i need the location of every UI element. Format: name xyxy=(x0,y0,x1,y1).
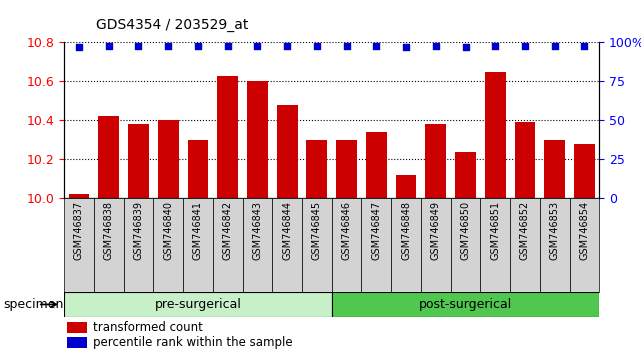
Point xyxy=(431,43,441,48)
Point xyxy=(549,43,560,48)
Bar xyxy=(98,116,119,198)
Bar xyxy=(574,144,595,198)
Point xyxy=(342,43,352,48)
Text: GSM746841: GSM746841 xyxy=(193,201,203,260)
Point xyxy=(133,43,144,48)
Text: GDS4354 / 203529_at: GDS4354 / 203529_at xyxy=(96,18,249,32)
Point xyxy=(579,43,590,48)
Bar xyxy=(153,198,183,292)
Bar xyxy=(302,198,332,292)
Bar xyxy=(64,198,94,292)
Bar xyxy=(64,292,332,317)
Bar xyxy=(362,198,391,292)
Point xyxy=(460,44,470,50)
Text: percentile rank within the sample: percentile rank within the sample xyxy=(93,336,293,349)
Bar xyxy=(421,198,451,292)
Bar xyxy=(217,75,238,198)
Point xyxy=(253,43,263,48)
Bar xyxy=(485,72,506,198)
Bar xyxy=(242,198,272,292)
Text: pre-surgerical: pre-surgerical xyxy=(154,298,242,311)
Text: transformed count: transformed count xyxy=(93,321,203,334)
Bar xyxy=(128,124,149,198)
Text: GSM746845: GSM746845 xyxy=(312,201,322,260)
Point xyxy=(312,43,322,48)
Bar xyxy=(183,198,213,292)
Text: GSM746844: GSM746844 xyxy=(282,201,292,260)
Bar xyxy=(332,198,362,292)
Text: GSM746848: GSM746848 xyxy=(401,201,411,260)
Point xyxy=(490,43,501,48)
Bar xyxy=(451,198,480,292)
Bar xyxy=(391,198,421,292)
Point xyxy=(520,43,530,48)
Bar xyxy=(158,120,179,198)
Bar xyxy=(67,337,87,348)
Bar xyxy=(94,198,124,292)
Text: GSM746851: GSM746851 xyxy=(490,201,500,260)
Text: GSM746843: GSM746843 xyxy=(253,201,262,260)
Text: GSM746847: GSM746847 xyxy=(371,201,381,260)
Text: specimen: specimen xyxy=(3,298,63,311)
Bar xyxy=(332,292,599,317)
Bar xyxy=(540,198,570,292)
Bar xyxy=(366,132,387,198)
Text: GSM746839: GSM746839 xyxy=(133,201,144,260)
Bar xyxy=(544,140,565,198)
Bar xyxy=(510,198,540,292)
Point xyxy=(104,43,114,48)
Bar xyxy=(124,198,153,292)
Text: GSM746852: GSM746852 xyxy=(520,201,530,260)
Bar xyxy=(306,140,328,198)
Bar xyxy=(213,198,242,292)
Point xyxy=(163,43,173,48)
Bar xyxy=(570,198,599,292)
Text: GSM746853: GSM746853 xyxy=(550,201,560,260)
Bar xyxy=(69,194,89,198)
Bar xyxy=(336,140,357,198)
Text: GSM746849: GSM746849 xyxy=(431,201,441,260)
Bar xyxy=(277,105,297,198)
Bar xyxy=(480,198,510,292)
Bar xyxy=(395,175,417,198)
Point xyxy=(74,44,84,50)
Text: GSM746842: GSM746842 xyxy=(222,201,233,260)
Text: post-surgerical: post-surgerical xyxy=(419,298,512,311)
Text: GSM746840: GSM746840 xyxy=(163,201,173,260)
Text: GSM746837: GSM746837 xyxy=(74,201,84,260)
Point xyxy=(282,43,292,48)
Point xyxy=(371,43,381,48)
Bar xyxy=(455,152,476,198)
Text: GSM746846: GSM746846 xyxy=(342,201,351,260)
Bar xyxy=(188,140,208,198)
Bar xyxy=(67,322,87,333)
Text: GSM746850: GSM746850 xyxy=(460,201,470,260)
Bar xyxy=(426,124,446,198)
Point xyxy=(222,43,233,48)
Point xyxy=(401,44,411,50)
Bar xyxy=(272,198,302,292)
Point xyxy=(193,43,203,48)
Bar xyxy=(247,81,268,198)
Text: GSM746838: GSM746838 xyxy=(104,201,113,260)
Bar xyxy=(515,122,535,198)
Text: GSM746854: GSM746854 xyxy=(579,201,590,260)
